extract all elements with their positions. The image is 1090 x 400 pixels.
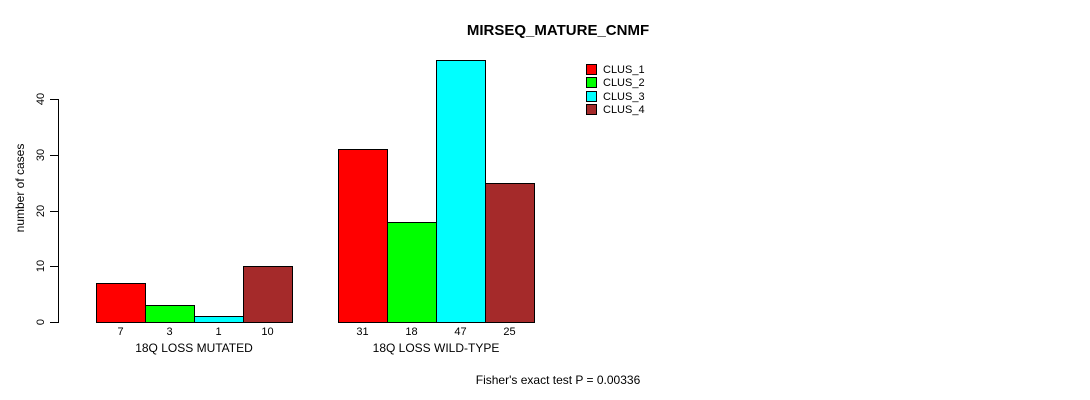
bar-clus_3-wild-type: [436, 60, 486, 323]
legend-label: CLUS_1: [603, 64, 645, 76]
bar-value-label: 1: [215, 326, 222, 338]
bar-clus_1-wild-type: [338, 149, 388, 323]
y-axis-tick: [50, 322, 58, 323]
bar-value-label: 7: [117, 326, 124, 338]
bar-value-label: 3: [166, 326, 173, 338]
legend-label: CLUS_2: [603, 77, 645, 89]
bar-clus_4-wild-type: [485, 183, 535, 323]
legend-swatch-clus_3: [586, 91, 597, 102]
y-axis-tick: [50, 266, 58, 267]
y-axis-tick: [50, 155, 58, 156]
fisher-test-note: Fisher's exact test P = 0.00336: [475, 373, 641, 387]
y-axis-label: number of cases: [13, 143, 27, 233]
bar-clus_3-mutated: [194, 316, 244, 323]
y-axis-tick: [50, 211, 58, 212]
y-axis-tick-label: 10: [35, 259, 47, 273]
bar-clus_4-mutated: [243, 266, 293, 323]
y-axis-tick: [50, 99, 58, 100]
y-axis-tick-label: 30: [35, 148, 47, 162]
group-label: 18Q LOSS WILD-TYPE: [372, 341, 500, 355]
y-axis-tick-label: 0: [35, 318, 47, 326]
legend-swatch-clus_2: [586, 77, 597, 88]
legend-label: CLUS_3: [603, 91, 645, 103]
chart-title: MIRSEQ_MATURE_CNMF: [466, 22, 650, 39]
y-axis-tick-label: 40: [35, 92, 47, 106]
group-label: 18Q LOSS MUTATED: [135, 341, 253, 355]
legend-swatch-clus_4: [586, 104, 597, 115]
legend-label: CLUS_4: [603, 104, 645, 116]
bar-value-label: 10: [261, 326, 274, 338]
y-axis-tick-label: 20: [35, 204, 47, 218]
bar-value-label: 25: [503, 326, 516, 338]
bar-clus_2-wild-type: [387, 222, 437, 323]
legend-swatch-clus_1: [586, 64, 597, 75]
y-axis-line: [58, 99, 59, 323]
bar-value-label: 47: [454, 326, 467, 338]
bar-value-label: 18: [405, 326, 418, 338]
bar-clus_2-mutated: [145, 305, 195, 323]
bar-value-label: 31: [356, 326, 369, 338]
bar-clus_1-mutated: [96, 283, 146, 323]
